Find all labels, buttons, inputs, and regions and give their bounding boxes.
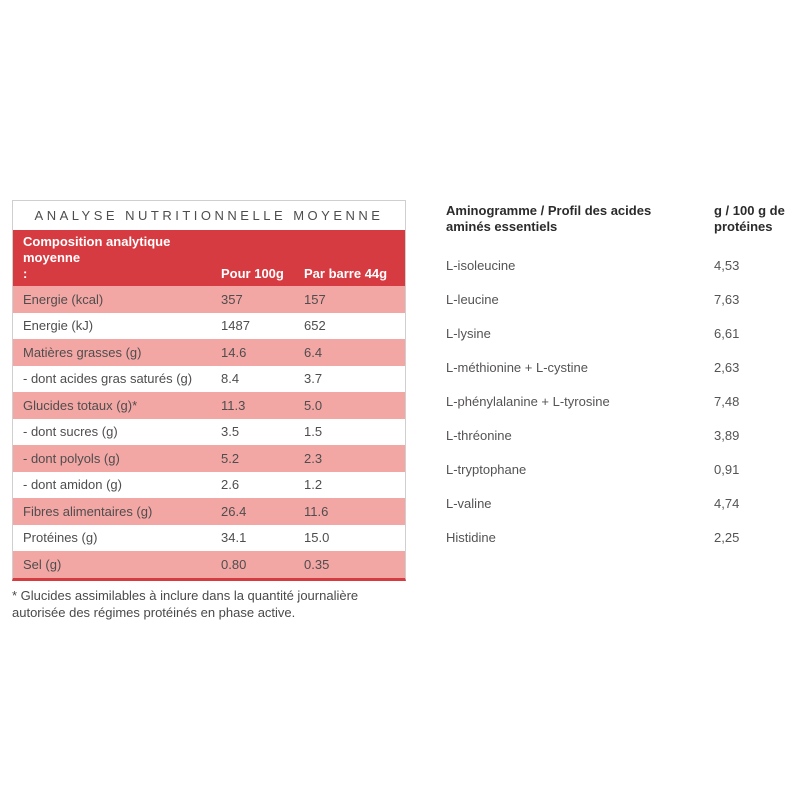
nutrition-row-perbar: 1.2 [304,477,323,493]
nutrition-row-label: Energie (kcal) [23,291,104,307]
nutrition-table-header-row: Composition analytique moyenne : Pour 10… [13,230,405,286]
nutrition-analysis-section: ANALYSE NUTRITIONNELLE MOYENNE Compositi… [12,200,406,621]
amino-row-value: 4,74 [714,495,740,511]
nutrition-row-label: - dont acides gras saturés (g) [23,371,193,387]
nutrition-row-per100: 357 [221,291,243,307]
table-row: - dont polyols (g) 5.2 2.3 [13,445,405,472]
nutrition-row-perbar: 5.0 [304,397,323,413]
nutrition-row-per100: 26.4 [221,503,247,519]
nutrition-row-perbar: 2.3 [304,450,323,466]
list-item: L-leucine 7,63 [446,282,790,316]
amino-row-label: L-tryptophane [446,461,527,477]
nutrition-row-label: Protéines (g) [23,530,98,546]
table-row: - dont acides gras saturés (g) 8.4 3.7 [13,365,405,392]
amino-row-value: 7,63 [714,291,740,307]
list-item: L-lysine 6,61 [446,316,790,350]
table-row: Sel (g) 0.80 0.35 [13,551,405,578]
list-item: L-valine 4,74 [446,486,790,520]
amino-row-label: L-méthionine + L-cystine [446,359,588,375]
list-item: Histidine 2,25 [446,520,790,554]
nutrition-row-per100: 8.4 [221,371,240,387]
table-row: - dont amidon (g) 2.6 1.2 [13,471,405,498]
nutrition-row-label: Glucides totaux (g)* [23,397,138,413]
nutrition-row-per100: 1487 [221,318,250,334]
nutrition-row-perbar: 3.7 [304,371,323,387]
list-item: L-méthionine + L-cystine 2,63 [446,350,790,384]
nutrition-row-perbar: 15.0 [304,530,330,546]
table-row: Matières grasses (g) 14.6 6.4 [13,339,405,366]
amino-header-label: Aminogramme / Profil des acides aminés e… [446,203,652,234]
amino-row-label: L-phénylalanine + L-tyrosine [446,393,610,409]
nutrition-row-label: Sel (g) [23,556,62,572]
nutrition-row-per100: 11.3 [221,397,246,413]
table-row: Fibres alimentaires (g) 26.4 11.6 [13,498,405,525]
amino-row-value: 0,91 [714,461,740,477]
table-row: Protéines (g) 34.1 15.0 [13,524,405,551]
table-row: Glucides totaux (g)* 11.3 5.0 [13,392,405,419]
amino-row-value: 3,89 [714,427,740,443]
nutrition-row-label: - dont polyols (g) [23,450,120,466]
nutrition-row-label: - dont amidon (g) [23,477,122,493]
amino-row-label: L-thréonine [446,427,512,443]
nutrition-row-per100: 0.80 [221,556,247,572]
nutrition-row-per100: 5.2 [221,450,240,466]
nutrition-row-perbar: 157 [304,291,326,307]
nutrition-row-label: - dont sucres (g) [23,424,118,440]
amino-profile-section: Aminogramme / Profil des acides aminés e… [446,203,790,554]
amino-row-label: Histidine [446,529,496,545]
amino-header-row: Aminogramme / Profil des acides aminés e… [446,203,790,235]
list-item: L-isoleucine 4,53 [446,248,790,282]
nutrition-header-label: Composition analytique moyenne : [23,234,171,281]
nutrition-row-perbar: 652 [304,318,326,334]
amino-row-value: 6,61 [714,325,740,341]
table-row: - dont sucres (g) 3.5 1.5 [13,418,405,445]
amino-row-label: L-valine [446,495,492,511]
list-item: L-tryptophane 0,91 [446,452,790,486]
nutrition-table-title: ANALYSE NUTRITIONNELLE MOYENNE [13,201,405,230]
amino-row-value: 2,63 [714,359,740,375]
amino-row-label: L-lysine [446,325,491,341]
nutrition-row-label: Matières grasses (g) [23,344,142,360]
nutrition-row-perbar: 6.4 [304,344,323,360]
amino-row-value: 2,25 [714,529,740,545]
nutrition-row-perbar: 11.6 [304,503,329,519]
nutrition-row-label: Energie (kJ) [23,318,94,334]
nutrition-table: ANALYSE NUTRITIONNELLE MOYENNE Compositi… [12,200,406,581]
nutrition-row-perbar: 0.35 [304,556,330,572]
amino-row-value: 7,48 [714,393,740,409]
list-item: L-phénylalanine + L-tyrosine 7,48 [446,384,790,418]
nutrition-row-per100: 14.6 [221,344,247,360]
nutrition-header-per100: Pour 100g [221,266,284,281]
amino-row-label: L-leucine [446,291,499,307]
amino-row-value: 4,53 [714,257,740,273]
nutrition-row-per100: 34.1 [221,530,247,546]
amino-row-label: L-isoleucine [446,257,516,273]
table-row: Energie (kcal) 357 157 [13,286,405,313]
nutrition-row-per100: 3.5 [221,424,240,440]
amino-header-value: g / 100 g de protéines [714,203,785,234]
table-row: Energie (kJ) 1487 652 [13,312,405,339]
nutrition-row-per100: 2.6 [221,477,240,493]
nutrition-header-perbar: Par barre 44g [304,266,388,281]
nutrition-row-label: Fibres alimentaires (g) [23,503,153,519]
nutrition-rows: Energie (kcal) 357 157 Energie (kJ) 1487… [13,286,405,578]
nutrition-footnote: * Glucides assimilables à inclure dans l… [12,587,359,620]
nutrition-row-perbar: 1.5 [304,424,323,440]
list-item: L-thréonine 3,89 [446,418,790,452]
amino-rows: L-isoleucine 4,53 L-leucine 7,63 L-lysin… [446,248,790,554]
